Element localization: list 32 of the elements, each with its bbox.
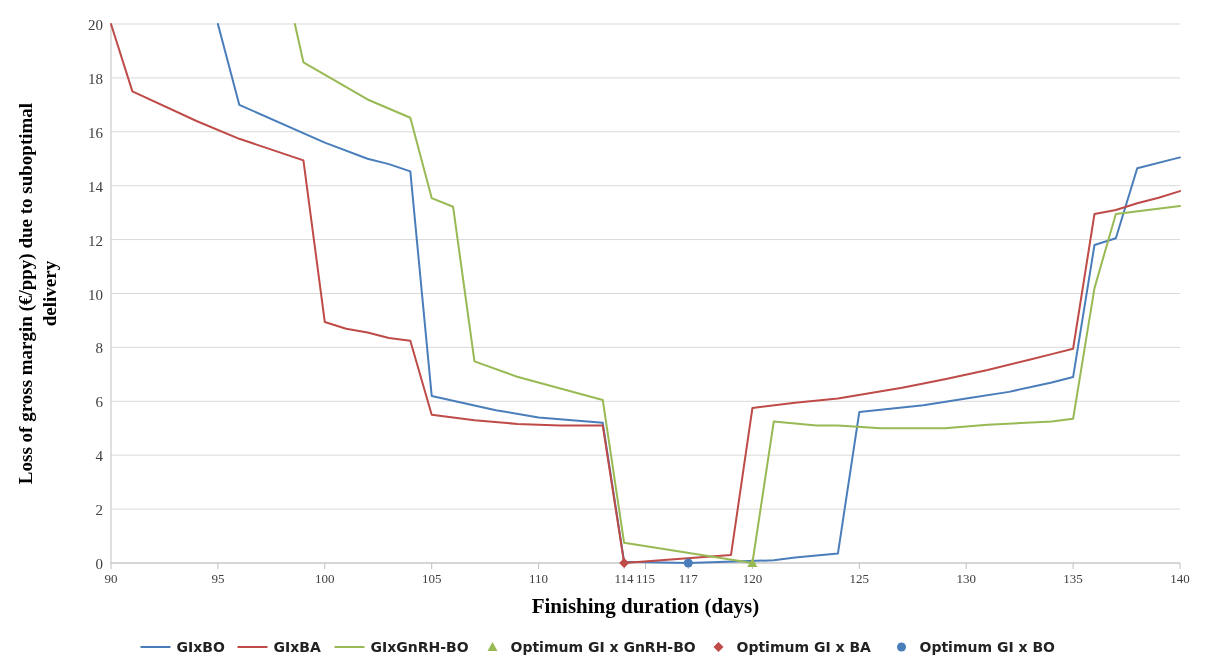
y-tick-label: 0 (95, 556, 103, 572)
x-tick-label: 120 (742, 571, 763, 586)
x-tick-label: 114 (614, 571, 635, 586)
x-tick-label: 90 (104, 571, 118, 586)
x-tick-label: 115 (635, 571, 656, 586)
legend-label: GIxBO (176, 639, 225, 655)
x-tick-label: 130 (956, 571, 976, 586)
y-tick-label: 8 (95, 340, 103, 357)
x-tick-label: 125 (849, 571, 870, 586)
y-tick-label: 6 (95, 394, 104, 411)
x-tick-label: 105 (421, 571, 442, 586)
legend-label: Optimum GI x GnRH-BO (510, 639, 696, 655)
x-axis-title: Finishing duration (days) (531, 594, 760, 618)
x-tick-label: 140 (1170, 571, 1190, 586)
x-tick-label: 110 (529, 571, 549, 586)
legend-label: GIxGnRH-BO (370, 639, 469, 655)
y-tick-label: 2 (95, 502, 103, 519)
x-tick-label: 117 (678, 571, 699, 586)
x-tick-label: 135 (1063, 571, 1083, 586)
x-tick-label: 95 (211, 571, 225, 586)
y-tick-label: 12 (88, 232, 103, 249)
y-tick-label: 14 (88, 178, 104, 195)
y-tick-label: 20 (88, 17, 103, 33)
legend-label: GIxBA (273, 639, 321, 655)
legend-label: Optimum GI x BA (736, 639, 872, 655)
legend-label: Optimum GI x BO (919, 639, 1056, 655)
y-tick-label: 16 (88, 124, 104, 141)
x-tick-label: 100 (315, 571, 335, 586)
y-tick-label: 10 (88, 286, 103, 303)
y-tick-label: 18 (88, 70, 103, 87)
y-tick-label: 4 (95, 448, 104, 465)
y-axis-title: Loss of gross margin (€/ppy) due to suboptimal delivery (15, 102, 60, 485)
